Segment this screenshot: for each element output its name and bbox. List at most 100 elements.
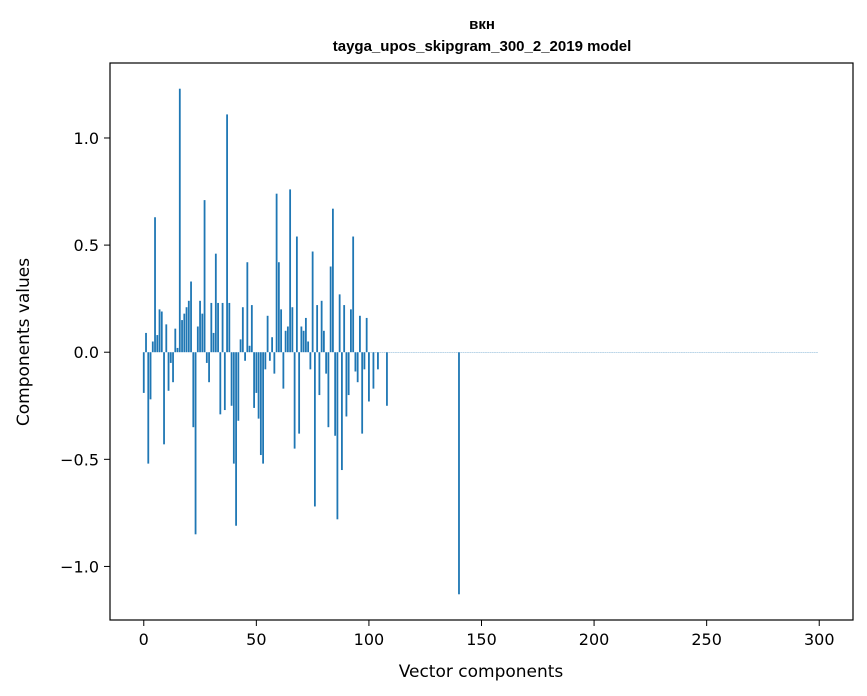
bar-component-49 — [253, 352, 255, 408]
bar-component-4 — [151, 341, 154, 353]
bar-component-90 — [345, 352, 348, 417]
bar-component-73 — [307, 341, 310, 353]
bar-component-25 — [199, 300, 201, 353]
bar-component-60 — [277, 262, 280, 353]
bar-component-3 — [149, 352, 152, 400]
y-tick-label: 0.0 — [74, 343, 99, 362]
y-tick-label: 0.5 — [74, 236, 99, 255]
bar-component-11 — [167, 352, 170, 391]
bar-component-93 — [352, 236, 355, 353]
bar-component-87 — [338, 294, 341, 353]
x-axis-label: Vector components — [399, 662, 564, 682]
bar-component-70 — [300, 326, 303, 353]
chart-title: вкн — [469, 16, 495, 33]
bar-component-64 — [286, 326, 289, 353]
bar-component-96 — [359, 315, 361, 353]
x-tick-label: 250 — [691, 630, 722, 649]
x-tick-label: 150 — [466, 630, 497, 649]
bar-component-44 — [241, 307, 244, 353]
bar-component-43 — [239, 339, 242, 353]
bar-component-81 — [325, 352, 328, 374]
bar-component-102 — [372, 352, 375, 389]
y-tick-label: −1.0 — [60, 557, 99, 576]
bar-component-53 — [262, 352, 264, 464]
bar-component-6 — [156, 335, 159, 353]
bar-component-89 — [343, 305, 346, 353]
bar-component-24 — [196, 326, 199, 353]
bar-component-85 — [334, 352, 337, 436]
bar-component-8 — [160, 311, 163, 353]
ticks-group: 0 50 100 150 200 250 300 −1.0 −0.5 0.0 0.5 1.0 — [60, 129, 834, 649]
bar-component-140 — [458, 352, 460, 595]
y-tick-label: 1.0 — [74, 129, 99, 148]
bar-component-98 — [363, 352, 366, 370]
bar-component-78 — [318, 352, 321, 396]
bar-component-39 — [230, 352, 233, 406]
bar-component-26 — [201, 313, 204, 353]
bar-component-83 — [329, 266, 332, 353]
bar-component-12 — [169, 352, 172, 363]
bar-component-51 — [257, 352, 260, 419]
bar-component-74 — [309, 352, 312, 370]
bar-component-40 — [232, 352, 235, 464]
bar-component-71 — [302, 330, 305, 353]
bar-component-23 — [194, 352, 197, 535]
bar-component-35 — [221, 302, 224, 353]
bar-component-2 — [147, 352, 150, 464]
bar-component-66 — [291, 307, 294, 353]
bar-component-95 — [356, 352, 359, 383]
bar-component-13 — [172, 352, 174, 383]
x-tick-label: 200 — [579, 630, 610, 649]
bar-component-54 — [264, 352, 267, 370]
bar-component-37 — [226, 114, 228, 353]
bar-component-19 — [185, 307, 188, 353]
bar-component-69 — [298, 352, 301, 434]
bar-component-34 — [219, 352, 222, 415]
bars-group — [142, 88, 818, 595]
bar-component-42 — [237, 352, 240, 421]
bar-component-21 — [190, 281, 192, 353]
bar-component-30 — [210, 302, 213, 353]
bar-component-65 — [289, 189, 292, 353]
bar-component-72 — [304, 317, 307, 353]
bar-component-88 — [341, 352, 343, 471]
bar-component-29 — [208, 352, 210, 383]
bar-component-33 — [217, 302, 219, 353]
bar-component-20 — [187, 300, 190, 353]
bar-component-16 — [178, 88, 181, 353]
bar-component-22 — [192, 352, 195, 428]
bar-component-28 — [205, 352, 208, 363]
bar-component-52 — [259, 352, 262, 456]
axes-frame — [109, 62, 854, 621]
bar-component-63 — [284, 330, 287, 353]
bar-component-18 — [183, 313, 186, 353]
bar-component-59 — [275, 193, 278, 353]
bar-component-56 — [268, 352, 271, 361]
bar-component-76 — [313, 352, 316, 507]
bar-component-80 — [322, 330, 325, 353]
bar-component-27 — [203, 200, 206, 353]
bar-component-47 — [248, 345, 251, 353]
bar-component-14 — [174, 328, 177, 353]
bar-component-55 — [266, 315, 269, 353]
y-tick-label: −0.5 — [60, 450, 99, 469]
bar-component-92 — [350, 309, 352, 353]
bar-component-58 — [273, 352, 276, 374]
bar-component-97 — [361, 352, 364, 434]
x-tick-label: 0 — [139, 630, 149, 649]
bar-component-7 — [158, 309, 161, 353]
x-tick-label: 50 — [246, 630, 266, 649]
chart-subtitle: tayga_upos_skipgram_300_2_2019 model — [333, 38, 632, 55]
bar-component-5 — [154, 217, 156, 353]
bar-component-104 — [377, 352, 379, 370]
bar-component-32 — [214, 253, 217, 353]
bar-component-9 — [163, 352, 165, 445]
bar-component-57 — [271, 337, 274, 353]
bar-component-41 — [235, 352, 237, 526]
bar-component-10 — [165, 324, 168, 353]
bar-component-86 — [336, 352, 339, 520]
bar-component-94 — [354, 352, 357, 372]
bar-component-77 — [316, 305, 319, 353]
bar-component-1 — [145, 332, 147, 353]
